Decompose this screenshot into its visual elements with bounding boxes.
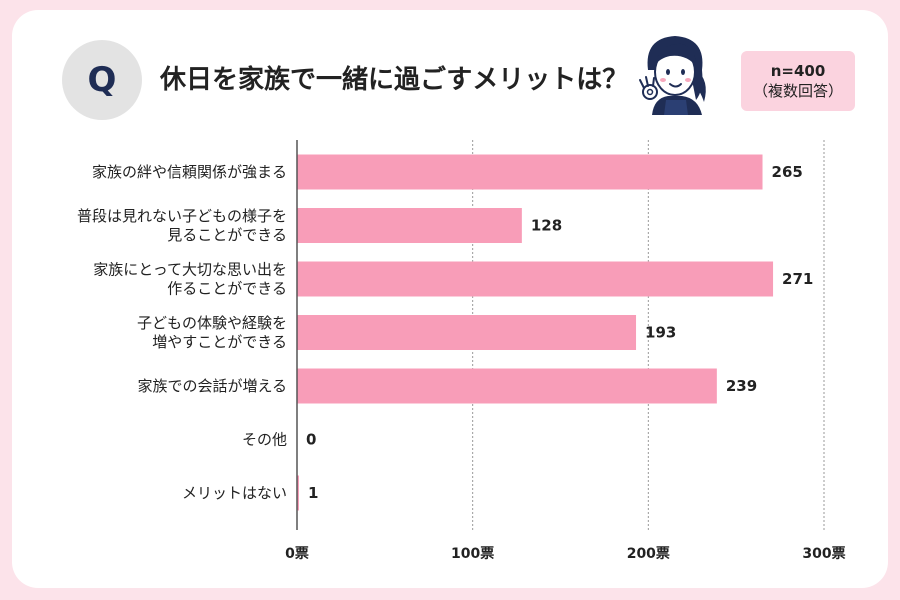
category-label: 家族にとって大切な思い出を [93, 261, 287, 279]
category-label: その他 [242, 431, 287, 449]
bar [297, 315, 637, 350]
data-label: 1 [308, 484, 318, 502]
data-label: 271 [782, 270, 813, 288]
category-label: 作ることができる [167, 280, 287, 298]
category-label: 見ることができる [167, 226, 287, 244]
category-label: メリットはない [182, 484, 287, 502]
category-label: 家族の絆や信頼関係が強まる [92, 163, 287, 181]
bar [297, 368, 717, 404]
bar [297, 261, 774, 297]
data-label: 193 [645, 324, 676, 342]
sample-size-badge: n=400 （複数回答） [741, 51, 855, 111]
bar [297, 208, 522, 243]
data-label: 0 [306, 431, 316, 449]
bar [297, 475, 299, 511]
x-tick-label: 200票 [627, 546, 670, 562]
data-label: 265 [772, 163, 803, 181]
data-label: 128 [531, 217, 562, 235]
question-mark-text: Q [87, 60, 117, 100]
woman-illustration-icon [639, 36, 706, 115]
category-label: 普段は見れない子どもの様子を [77, 207, 287, 225]
category-label: 子どもの体験や経験を [137, 314, 287, 332]
sample-size-text: n=400 [770, 62, 826, 80]
x-tick-label: 100票 [451, 546, 494, 562]
page-title: 休日を家族で一緒に過ごすメリットは？ [160, 65, 629, 95]
category-label: 増やすことができる [152, 333, 287, 351]
answer-type-note: （複数回答） [752, 82, 843, 100]
category-label: 家族での会話が増える [137, 377, 287, 395]
question-badge: Q [62, 40, 142, 120]
bar [297, 154, 763, 190]
x-tick-label: 0票 [285, 546, 309, 562]
data-label: 239 [726, 377, 757, 395]
x-tick-label: 300票 [802, 546, 845, 562]
